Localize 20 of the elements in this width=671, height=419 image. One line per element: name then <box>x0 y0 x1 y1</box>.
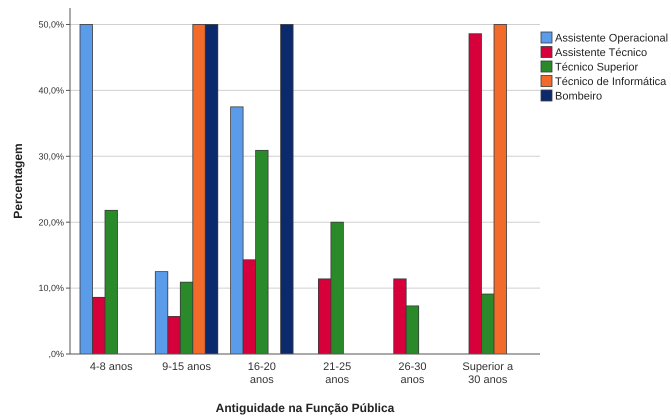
x-tick-label: 21-25 anos <box>323 361 352 386</box>
y-axis-title: Percentagem <box>11 143 25 219</box>
legend-label: Bombeiro <box>555 90 602 102</box>
x-tick-label: 16-20 anos <box>248 361 276 386</box>
x-axis-title: Antiguidade na Função Pública <box>216 401 395 415</box>
y-tick-label: ,0% <box>48 349 64 360</box>
y-tick-label: 50,0% <box>38 20 64 30</box>
y-tick-label: 20,0% <box>38 217 64 228</box>
y-tick-label: 40,0% <box>38 86 64 96</box>
y-tick-label: 10,0% <box>38 283 64 294</box>
legend-label: Técnico Superior <box>555 62 638 74</box>
x-tick-label: Superior a 30 anos <box>462 361 514 386</box>
bar <box>280 24 294 354</box>
x-tick-label: 26-30 anos <box>398 361 427 386</box>
y-tick-label: 30,0% <box>38 151 64 162</box>
legend-label: Assistente Operacional <box>555 32 668 44</box>
legend-label: Assistente Técnico <box>555 47 648 59</box>
legend-label: Técnico de Informática <box>555 76 668 88</box>
x-tick-label: 9-15 anos <box>162 361 212 373</box>
x-tick-label: 4-8 anos <box>90 361 134 373</box>
